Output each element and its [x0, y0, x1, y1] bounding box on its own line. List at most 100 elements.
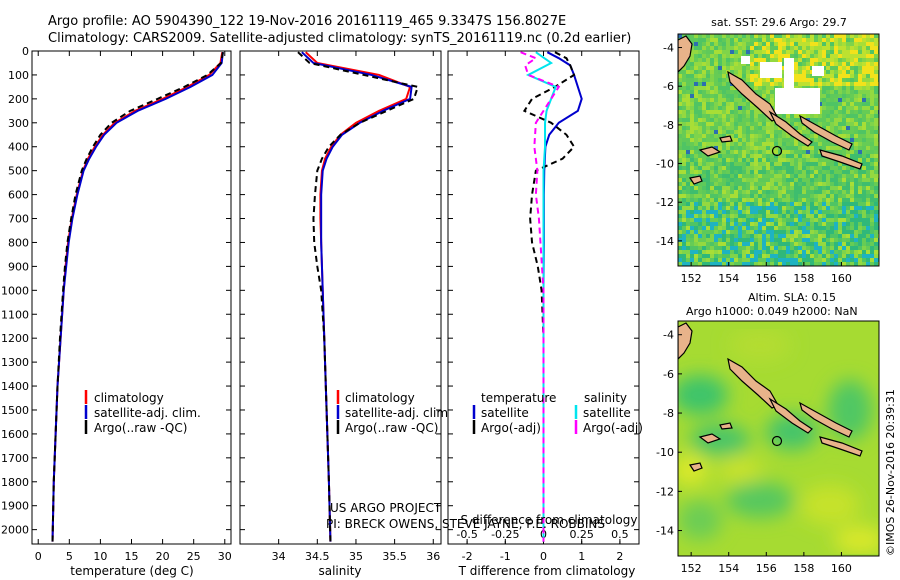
difference-xtick-label: -2: [462, 550, 473, 563]
map-ytick-label: -12: [656, 196, 674, 209]
temperature-axes: 0100200300400500600700800900100011001200…: [1, 45, 232, 563]
salinity-xtick-label: 34: [272, 550, 286, 563]
temperature-ytick-label: 500: [8, 165, 29, 178]
temperature-xtick-label: 25: [187, 550, 201, 563]
temperature-ytick-label: 400: [8, 141, 29, 154]
map-xtick-label: 154: [718, 272, 739, 285]
temperature-ytick-label: 100: [8, 69, 29, 82]
difference-xlabel: T difference from climatology: [458, 564, 636, 578]
salinity-legend: climatology satellite-adj. clim. Argo(..…: [336, 390, 452, 435]
map-ytick-label: -6: [663, 368, 674, 381]
legend-temp-satellite: satellite: [481, 406, 529, 420]
salinity-lines: [297, 51, 420, 542]
figure-title: Argo profile: AO 5904390_122 19-Nov-2016…: [48, 14, 566, 29]
difference-xtick-label: 0: [540, 550, 547, 563]
map-xtick-label: 158: [793, 562, 814, 575]
difference-lines: [520, 51, 583, 542]
temperature-ytick-label: 0: [22, 45, 29, 58]
difference-series-argo-adj-: [522, 51, 576, 542]
temperature-panel: 0100200300400500600700800900100011001200…: [1, 45, 232, 578]
sla-map-title: Altim. SLA: 0.15: [748, 291, 836, 304]
difference-xtick-label: 2: [616, 550, 623, 563]
temperature-ytick-label: 900: [8, 260, 29, 273]
sla-map-axes: 152 154 156 158 160 -4 -6 -8 -10 -12 -14: [656, 329, 852, 575]
map-xtick-label: 158: [793, 272, 814, 285]
difference-series-argo-adj-: [520, 51, 561, 542]
map-ytick-label: -10: [656, 446, 674, 459]
legend-temp-argo: Argo(-adj): [481, 421, 541, 435]
difference-xlabel-top: S difference from climatology: [461, 513, 638, 527]
temperature-ytick-label: 1400: [1, 380, 29, 393]
temperature-ytick-label: 1500: [1, 404, 29, 417]
legend-satellite: satellite-adj. clim.: [94, 406, 201, 420]
map-ytick-label: -8: [663, 119, 674, 132]
temperature-ytick-label: 1800: [1, 476, 29, 489]
temperature-xtick-label: 15: [125, 550, 139, 563]
sla-map-subtitle: Argo h1000: 0.049 h2000: NaN: [686, 305, 858, 318]
temperature-xtick-label: 20: [156, 550, 170, 563]
map-xtick-label: 160: [831, 272, 852, 285]
sla-map-panel: Altim. SLA: 0.15 Argo h1000: 0.049 h2000…: [656, 291, 880, 575]
temperature-ytick-label: 1200: [1, 332, 29, 345]
salinity-xtick-label: 34.5: [305, 550, 330, 563]
temperature-xtick-label: 10: [93, 550, 107, 563]
map-ytick-label: -10: [656, 158, 674, 171]
temperature-xtick-label: 30: [218, 550, 232, 563]
map-ytick-label: -14: [656, 235, 674, 248]
sst-map-title: sat. SST: 29.6 Argo: 29.7: [711, 16, 847, 29]
temperature-ytick-label: 1900: [1, 500, 29, 513]
temperature-ytick-label: 200: [8, 93, 29, 106]
legend-satellite: satellite-adj. clim.: [345, 406, 452, 420]
temperature-ytick-label: 800: [8, 236, 29, 249]
sst-map-field: [678, 34, 879, 266]
legend-sal-satellite: satellite: [583, 406, 631, 420]
temperature-ytick-label: 700: [8, 213, 29, 226]
temperature-ytick-label: 1100: [1, 308, 29, 321]
legend-climatology: climatology: [94, 391, 164, 405]
salinity-xtick-label: 36: [426, 550, 440, 563]
map-xtick-label: 152: [681, 562, 702, 575]
map-ytick-label: -4: [663, 42, 674, 55]
temperature-xtick-label: 5: [66, 550, 73, 563]
map-ytick-label: -12: [656, 485, 674, 498]
temperature-lines: [51, 52, 224, 542]
map-xtick-label: 160: [831, 562, 852, 575]
difference-axes: -2 -1 0 1 2-0.5 -0.25 0 0.25 0.5: [448, 50, 639, 563]
figure-subtitle: Climatology: CARS2009. Satellite-adjuste…: [48, 31, 631, 46]
legend-climatology: climatology: [345, 391, 415, 405]
temperature-ytick-label: 1000: [1, 284, 29, 297]
temperature-ytick-label: 1600: [1, 428, 29, 441]
legend-argo: Argo(..raw -QC): [94, 421, 187, 435]
salinity-xtick-label: 35.5: [382, 550, 407, 563]
sst-map-axes: 152 154 156 158 160 -4 -6 -8 -10 -12 -14: [656, 42, 852, 285]
salinity-series-argo-raw-qc-: [297, 51, 420, 542]
legend-sal-argo: Argo(-adj): [583, 421, 643, 435]
difference-xtick-label: -1: [500, 550, 511, 563]
argo-float-marker: [771, 145, 783, 157]
sla-coastlines: [678, 322, 863, 472]
salinity-diff-xtick-label: -0.25: [491, 528, 519, 541]
temperature-ytick-label: 1300: [1, 356, 29, 369]
project-note-line2: PI: BRECK OWENS, STEVE JAYNE, P.E. ROBBI…: [326, 517, 605, 531]
legend-argo: Argo(..raw -QC): [345, 421, 438, 435]
salinity-xlabel: salinity: [318, 564, 361, 578]
map-ytick-label: -6: [663, 80, 674, 93]
sst-coastlines: [678, 35, 863, 185]
temperature-series-argo-raw-qc-: [51, 52, 224, 542]
temperature-ytick-label: 300: [8, 117, 29, 130]
map-ytick-label: -14: [656, 525, 674, 538]
legend-header-temperature: temperature: [481, 391, 556, 405]
argo-float-marker-sla: [771, 435, 783, 447]
salinity-diff-xtick-label: 0.5: [611, 528, 629, 541]
map-ytick-label: -4: [663, 329, 674, 342]
legend-header-salinity: salinity: [584, 391, 627, 405]
temperature-ytick-label: 600: [8, 189, 29, 202]
temperature-ytick-label: 1700: [1, 452, 29, 465]
salinity-axes: 34 34.5 35 35.5 36: [240, 50, 441, 563]
project-note-line1: US ARGO PROJECT: [330, 501, 442, 515]
map-xtick-label: 156: [756, 562, 777, 575]
temperature-xtick-label: 0: [35, 550, 42, 563]
map-xtick-label: 156: [756, 272, 777, 285]
temperature-legend: climatology satellite-adj. clim. Argo(..…: [84, 390, 201, 435]
